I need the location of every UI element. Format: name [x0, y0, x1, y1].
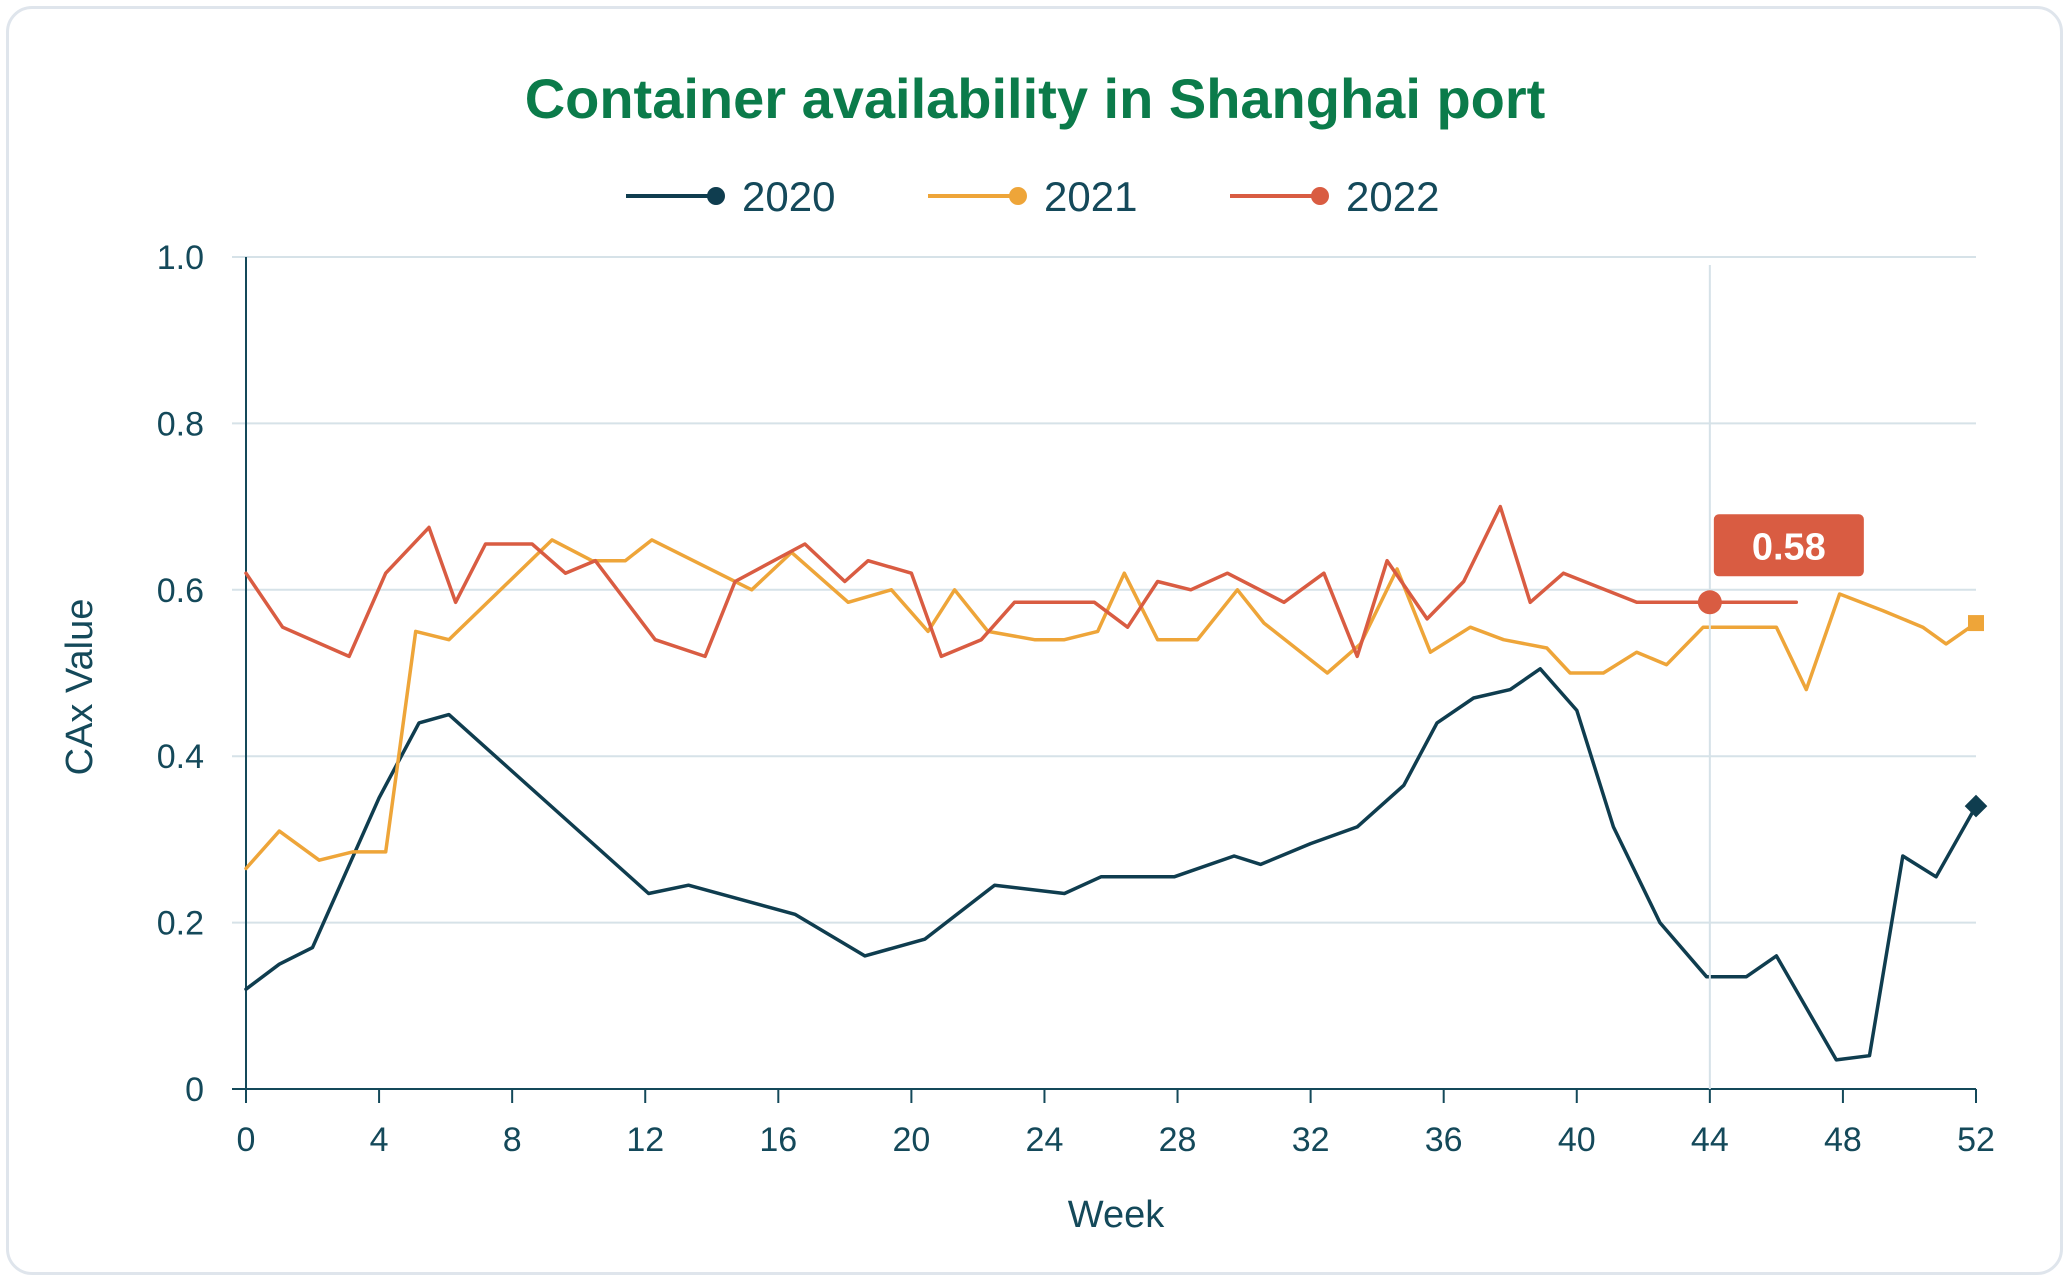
x-tick-label: 20	[892, 1121, 930, 1159]
chart-title: Container availability in Shanghai port	[525, 67, 1546, 130]
series-2021	[244, 538, 1984, 871]
legend-label: 2021	[1044, 173, 1137, 220]
x-tick-label: 24	[1026, 1121, 1064, 1159]
legend-item-2022[interactable]: 2022	[1230, 173, 1439, 220]
x-tick-label: 0	[237, 1121, 256, 1159]
x-tick-label: 48	[1824, 1121, 1862, 1159]
x-axis-label: Week	[1068, 1194, 1165, 1236]
tooltip-value: 0.58	[1752, 526, 1826, 568]
y-tick-label: 0.2	[157, 905, 204, 943]
y-tick-label: 1.0	[157, 239, 204, 277]
x-tick-label: 32	[1292, 1121, 1330, 1159]
series-end-marker	[1964, 794, 1988, 818]
y-axis-ticks: 0 0.2 0.4 0.6 0.8 1.0	[157, 239, 204, 1109]
x-tick-label: 4	[370, 1121, 389, 1159]
y-tick-label: 0	[185, 1071, 204, 1109]
highlight-point[interactable]	[1697, 590, 1722, 615]
highlight-layer: 0.58	[1697, 265, 1864, 1089]
x-tick-label: 28	[1159, 1121, 1197, 1159]
x-tick-label: 36	[1425, 1121, 1463, 1159]
series-line-2020	[244, 667, 1978, 1062]
series-line-2022	[244, 504, 1799, 659]
series-end-marker	[1968, 615, 1984, 632]
gridlines	[232, 256, 1976, 1090]
x-tick-label: 40	[1558, 1121, 1596, 1159]
y-tick-label: 0.6	[157, 572, 204, 610]
x-tick-label: 12	[626, 1121, 664, 1159]
legend: 2020 2021 2022	[626, 173, 1439, 220]
legend-label: 2022	[1346, 173, 1439, 220]
x-tick-label: 52	[1957, 1121, 1995, 1159]
y-tick-label: 0.4	[157, 738, 204, 776]
x-tick-label: 44	[1691, 1121, 1729, 1159]
legend-swatch-marker	[707, 187, 725, 205]
tooltip-box	[1713, 514, 1864, 577]
y-axis-label: CAx Value	[59, 599, 101, 776]
y-tick-label: 0.8	[157, 405, 204, 443]
x-axis-ticks: 0 4 8 12 16 20 24 28 32 36 40 44 48 52	[237, 1089, 1995, 1159]
legend-item-2021[interactable]: 2021	[928, 173, 1137, 220]
legend-item-2020[interactable]: 2020	[626, 173, 835, 220]
series-layer	[244, 504, 1988, 1062]
legend-label: 2020	[742, 173, 835, 220]
legend-swatch-marker	[1009, 187, 1027, 205]
x-tick-label: 8	[503, 1121, 522, 1159]
x-tick-label: 16	[759, 1121, 797, 1159]
series-2022	[244, 504, 1799, 659]
series-line-2021	[244, 538, 1978, 871]
series-2020	[244, 667, 1988, 1062]
axes	[232, 257, 1976, 1090]
legend-swatch-marker	[1311, 187, 1329, 205]
